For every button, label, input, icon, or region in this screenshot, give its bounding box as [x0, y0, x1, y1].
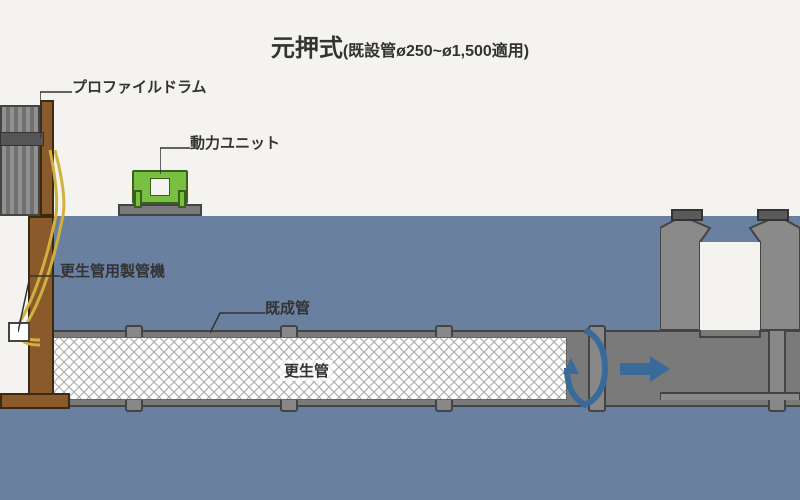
pipe-machine-box [8, 322, 30, 342]
power-unit-label: 動力ユニット [190, 132, 280, 153]
profile-drum-label: プロファイルドラム [72, 76, 207, 97]
pipe-machine-label: 更生管用製管機 [60, 260, 165, 281]
direction-arrow [620, 356, 670, 382]
power-unit-slot [150, 178, 170, 196]
title-sub: (既設管ø250~ø1,500適用) [343, 43, 529, 60]
right-manhole [660, 170, 800, 400]
rotation-arrow [555, 320, 615, 415]
profile-drum-post [40, 100, 54, 216]
left-manhole-wall [28, 216, 54, 400]
left-manhole-base [0, 393, 70, 409]
profile-drum-bracket [0, 132, 44, 146]
renewal-pipe-label: 更生管 [280, 360, 333, 381]
power-unit-leg1 [134, 190, 142, 208]
diagram-canvas: 元押式(既設管ø250~ø1,500適用) 更生管 [0, 0, 800, 500]
left-manhole-inside [0, 216, 28, 400]
existing-pipe-label: 既成管 [265, 297, 310, 318]
profile-drum-back [0, 105, 40, 216]
power-unit-leg2 [178, 190, 186, 208]
title-main: 元押式 [271, 35, 343, 62]
title: 元押式(既設管ø250~ø1,500適用) [0, 28, 800, 63]
power-unit-base [118, 204, 202, 216]
